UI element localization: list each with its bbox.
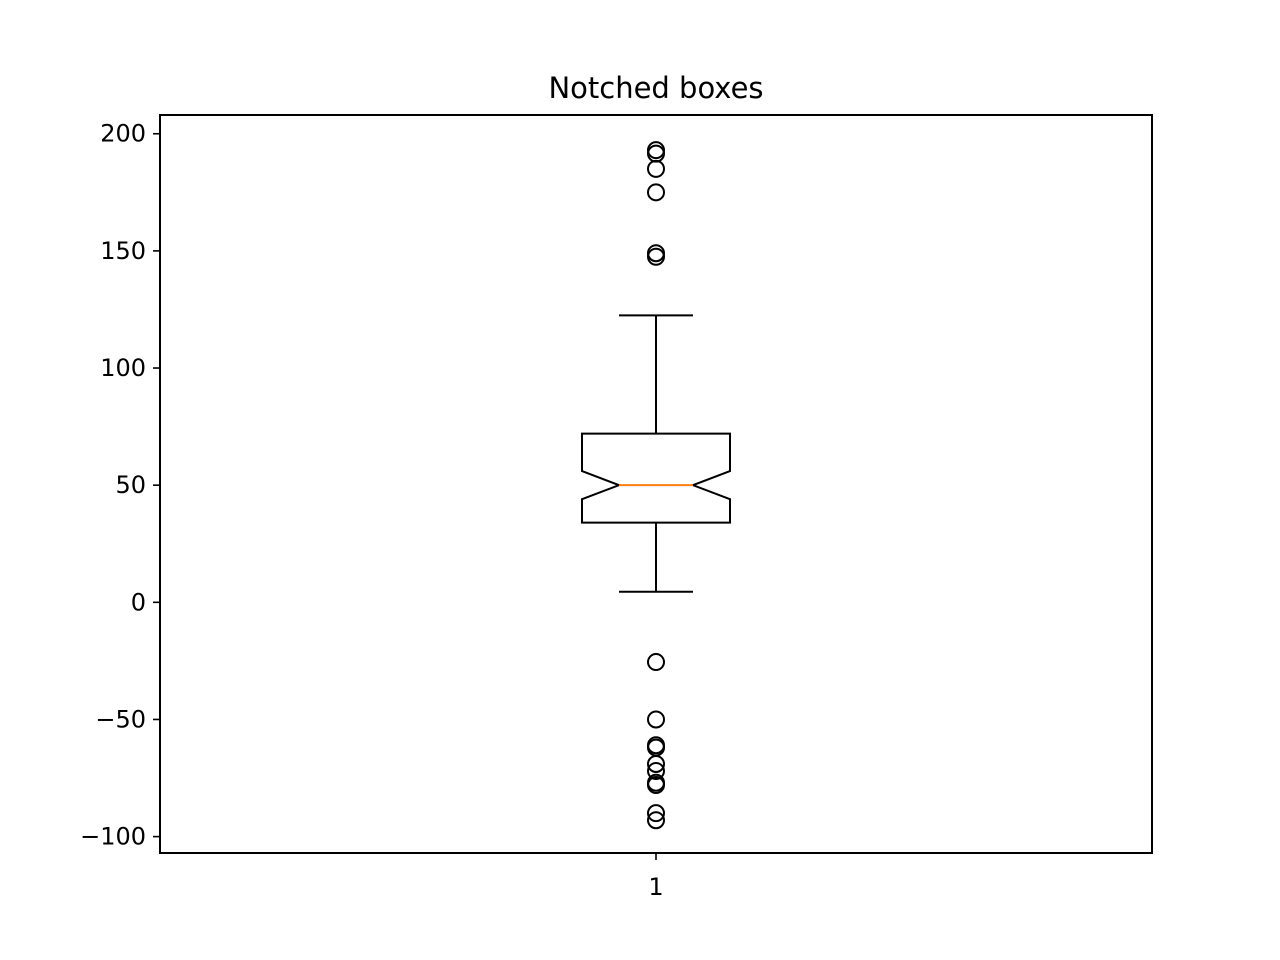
- chart-title: Notched boxes: [548, 71, 763, 105]
- outlier-point: [647, 754, 665, 773]
- outlier-point: [647, 141, 665, 160]
- outlier-point: [647, 653, 665, 672]
- outlier-point: [647, 183, 665, 202]
- outlier-point: [647, 247, 665, 266]
- notched-box: [581, 432, 731, 524]
- outlier-point: [647, 710, 665, 729]
- y-tick-label: 50: [115, 471, 146, 499]
- x-tick-label: 1: [648, 873, 663, 901]
- outlier-point: [647, 244, 665, 263]
- outlier-point: [647, 159, 665, 178]
- outlier-point: [647, 811, 665, 830]
- outlier-point: [647, 762, 665, 780]
- plot-area: −100 −50 0 50 100 150 200 1: [80, 114, 1153, 901]
- y-tick-label: 0: [131, 588, 146, 616]
- y-tick-label: 200: [100, 120, 146, 148]
- y-tick-label: 150: [100, 237, 146, 265]
- y-tick-label: 100: [100, 354, 146, 382]
- y-tick-label: −100: [80, 823, 146, 851]
- y-tick-label: −50: [95, 705, 146, 733]
- outlier-point: [647, 776, 665, 795]
- outlier-point: [647, 144, 665, 163]
- outlier-point: [647, 804, 665, 823]
